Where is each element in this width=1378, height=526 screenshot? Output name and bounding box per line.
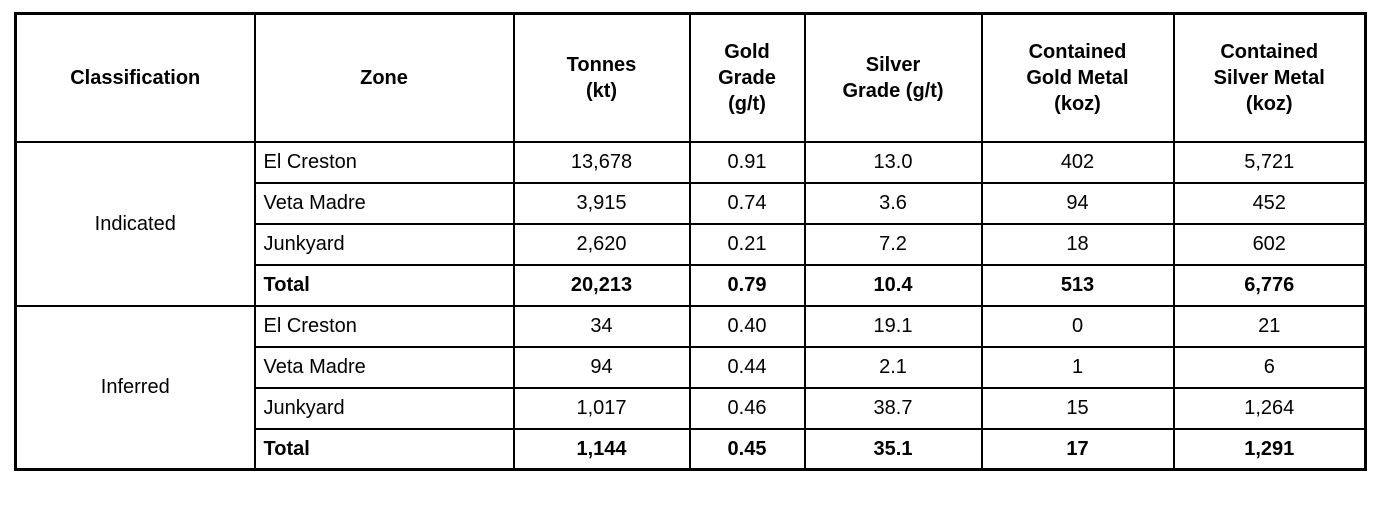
silver-grade-cell: 2.1 — [803, 345, 983, 389]
zone-cell: Total — [253, 263, 515, 307]
table-row: Junkyard 2,620 0.21 7.2 18 602 — [16, 222, 1367, 266]
gold-metal-cell: 0 — [980, 304, 1175, 348]
table-row: Junkyard 1,017 0.46 38.7 15 1,264 — [16, 386, 1367, 430]
table-row: Veta Madre 3,915 0.74 3.6 94 452 — [16, 181, 1367, 225]
zone-cell: Total — [253, 427, 515, 471]
table-row-total-inferred: Total 1,144 0.45 35.1 17 1,291 — [16, 427, 1367, 471]
header-row: Classification Zone Tonnes (kt) Gold Gra… — [14, 12, 1367, 143]
gold-grade-cell: 0.46 — [688, 386, 806, 430]
gold-grade-cell: 0.74 — [688, 181, 806, 225]
gold-grade-cell: 0.45 — [688, 427, 806, 471]
tonnes-cell: 3,915 — [512, 181, 691, 225]
table-header: Classification Zone Tonnes (kt) Gold Gra… — [14, 12, 1367, 143]
silver-grade-cell: 3.6 — [803, 181, 983, 225]
gold-metal-cell: 513 — [980, 263, 1175, 307]
header-contained-silver-metal: Contained Silver Metal (koz) — [1172, 12, 1367, 143]
zone-cell: El Creston — [253, 140, 515, 184]
mineral-resource-table: Classification Zone Tonnes (kt) Gold Gra… — [14, 12, 1367, 471]
silver-metal-cell: 602 — [1172, 222, 1367, 266]
silver-grade-cell: 38.7 — [803, 386, 983, 430]
gold-metal-cell: 94 — [980, 181, 1175, 225]
header-gold-grade: Gold Grade (g/t) — [688, 12, 806, 143]
gold-metal-cell: 1 — [980, 345, 1175, 389]
header-contained-gold-metal: Contained Gold Metal (koz) — [980, 12, 1175, 143]
gold-grade-cell: 0.79 — [688, 263, 806, 307]
silver-grade-cell: 13.0 — [803, 140, 983, 184]
silver-metal-cell: 6 — [1172, 345, 1367, 389]
gold-metal-cell: 18 — [980, 222, 1175, 266]
silver-metal-cell: 21 — [1172, 304, 1367, 348]
header-tonnes: Tonnes (kt) — [512, 12, 691, 143]
header-zone: Zone — [253, 12, 515, 143]
header-silver-grade: Silver Grade (g/t) — [803, 12, 983, 143]
classification-cell-indicated: Indicated — [14, 140, 256, 307]
gold-grade-cell: 0.91 — [688, 140, 806, 184]
silver-metal-cell: 5,721 — [1172, 140, 1367, 184]
gold-grade-cell: 0.44 — [688, 345, 806, 389]
zone-cell: Junkyard — [253, 222, 515, 266]
table-row: Inferred El Creston 34 0.40 19.1 0 21 — [14, 304, 1367, 471]
zone-cell: Veta Madre — [253, 345, 515, 389]
header-classification: Classification — [14, 12, 256, 143]
table-row: Indicated El Creston 13,678 0.91 13.0 40… — [14, 140, 1367, 307]
gold-grade-cell: 0.40 — [688, 304, 806, 348]
tonnes-cell: 94 — [512, 345, 691, 389]
gold-metal-cell: 15 — [980, 386, 1175, 430]
zone-cell: Veta Madre — [253, 181, 515, 225]
table-row-total-indicated: Total 20,213 0.79 10.4 513 6,776 — [16, 263, 1367, 307]
silver-grade-cell: 10.4 — [803, 263, 983, 307]
gold-metal-cell: 402 — [980, 140, 1175, 184]
silver-metal-cell: 1,291 — [1172, 427, 1367, 471]
gold-metal-cell: 17 — [980, 427, 1175, 471]
classification-cell-inferred: Inferred — [14, 304, 256, 471]
silver-metal-cell: 1,264 — [1172, 386, 1367, 430]
table-body: Indicated El Creston 13,678 0.91 13.0 40… — [14, 140, 1367, 471]
gold-grade-cell: 0.21 — [688, 222, 806, 266]
silver-metal-cell: 452 — [1172, 181, 1367, 225]
zone-cell: El Creston — [253, 304, 515, 348]
tonnes-cell: 1,017 — [512, 386, 691, 430]
table-row: Veta Madre 94 0.44 2.1 1 6 — [16, 345, 1367, 389]
silver-grade-cell: 35.1 — [803, 427, 983, 471]
tonnes-cell: 20,213 — [512, 263, 691, 307]
silver-grade-cell: 19.1 — [803, 304, 983, 348]
tonnes-cell: 13,678 — [512, 140, 691, 184]
silver-metal-cell: 6,776 — [1172, 263, 1367, 307]
tonnes-cell: 1,144 — [512, 427, 691, 471]
tonnes-cell: 2,620 — [512, 222, 691, 266]
zone-cell: Junkyard — [253, 386, 515, 430]
silver-grade-cell: 7.2 — [803, 222, 983, 266]
tonnes-cell: 34 — [512, 304, 691, 348]
